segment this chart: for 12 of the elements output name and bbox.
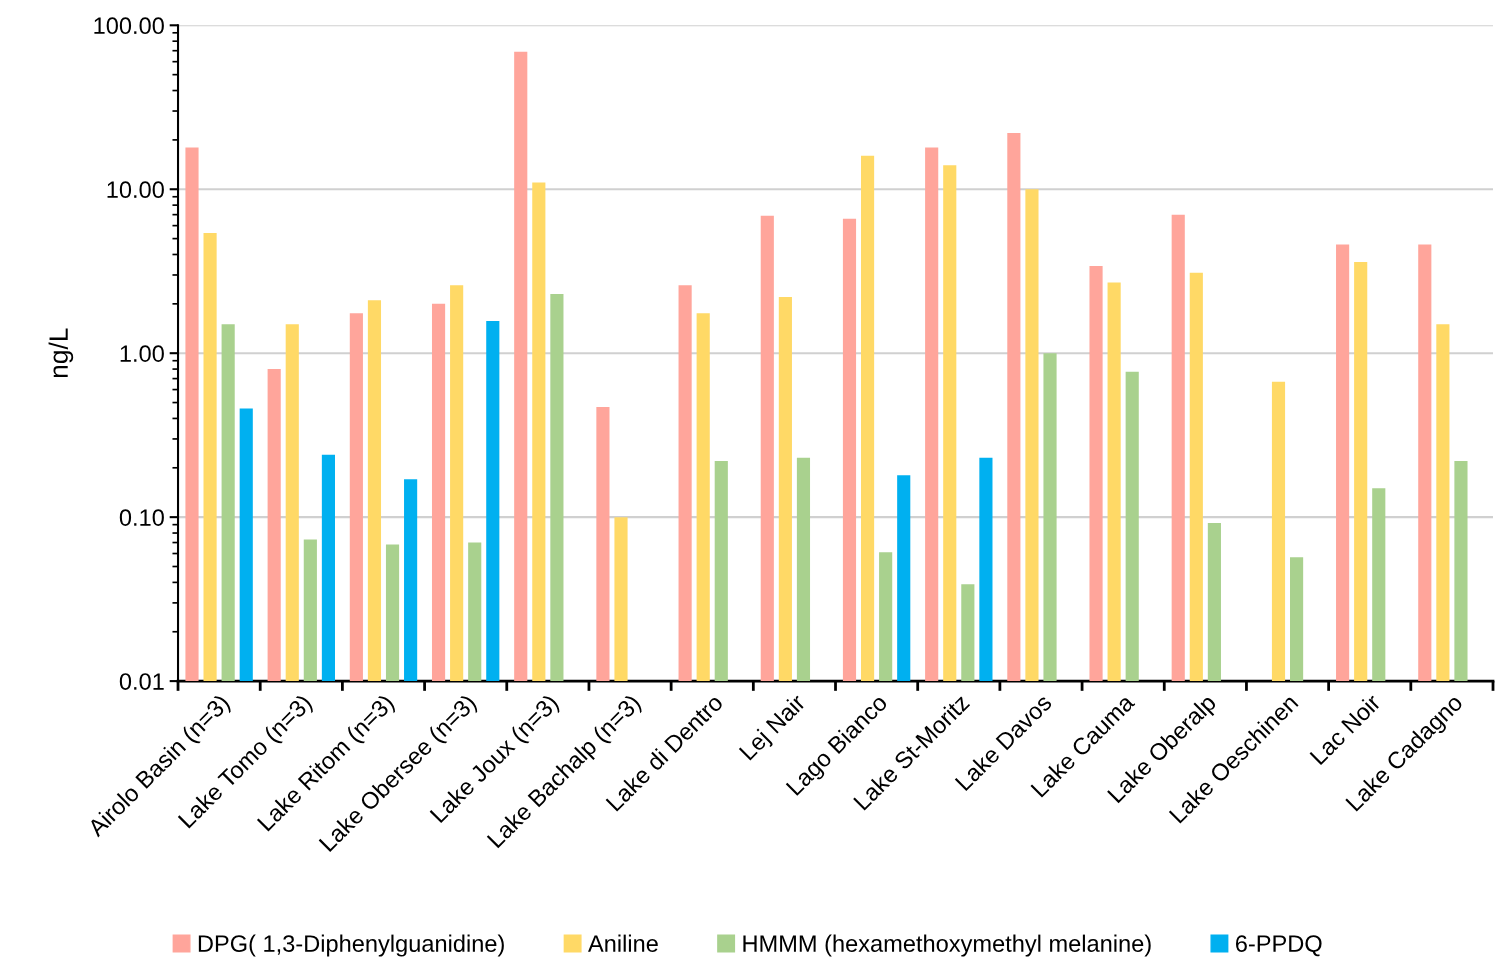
- legend-label: Aniline: [588, 934, 658, 952]
- legend-label: HMMM (hexamethoxymethyl melanine): [743, 934, 1151, 957]
- y-tick-label: 10.00: [107, 181, 164, 199]
- legend-label: DPG( 1,3-Diphenylguanidine): [198, 934, 504, 957]
- y-tick-label: 0.10: [119, 509, 164, 526]
- legend-label: 6-PPDQ: [1235, 935, 1322, 957]
- x-tick-label: Lac Noir: [1308, 692, 1382, 766]
- x-tick-label: Lej Nair: [738, 692, 810, 764]
- y-tick-label: 1.00: [120, 345, 164, 362]
- y-tick-label: 0.01: [119, 673, 164, 690]
- y-tick-label: 100.00: [94, 17, 164, 35]
- y-axis-title: ng/L: [48, 328, 74, 378]
